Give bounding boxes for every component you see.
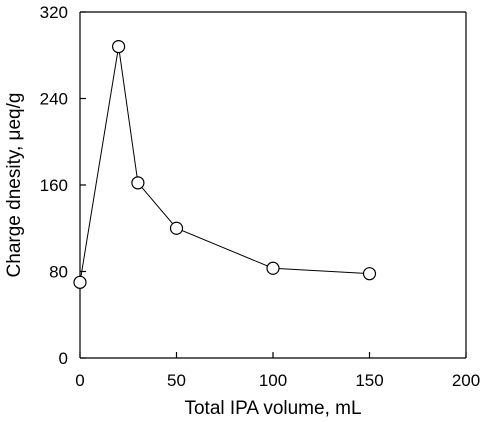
x-axis-title: Total IPA volume, mL <box>184 398 361 419</box>
y-axis-title: Charge dnesity, μeq/g <box>4 93 25 278</box>
data-point <box>131 176 145 190</box>
y-tick-label: 160 <box>40 176 68 195</box>
x-tick-label: 150 <box>355 371 383 390</box>
data-point <box>169 221 184 235</box>
x-tick-label: 200 <box>452 371 480 390</box>
x-tick-label: 0 <box>75 371 84 390</box>
data-point <box>266 261 280 275</box>
data-point <box>73 275 87 289</box>
data-point <box>111 39 126 54</box>
series <box>73 39 377 289</box>
tick-labels: 0 50 100 150 200 0 80 160 240 320 <box>40 3 481 390</box>
ticks <box>79 11 467 359</box>
y-tick-label: 240 <box>40 90 68 109</box>
data-point <box>362 267 377 281</box>
series-line <box>79 46 370 283</box>
x-tick-label: 100 <box>259 371 287 390</box>
y-tick-label: 320 <box>40 3 68 22</box>
x-tick-label: 50 <box>167 371 186 390</box>
y-tick-label: 80 <box>49 263 68 282</box>
y-tick-label: 0 <box>59 349 68 368</box>
